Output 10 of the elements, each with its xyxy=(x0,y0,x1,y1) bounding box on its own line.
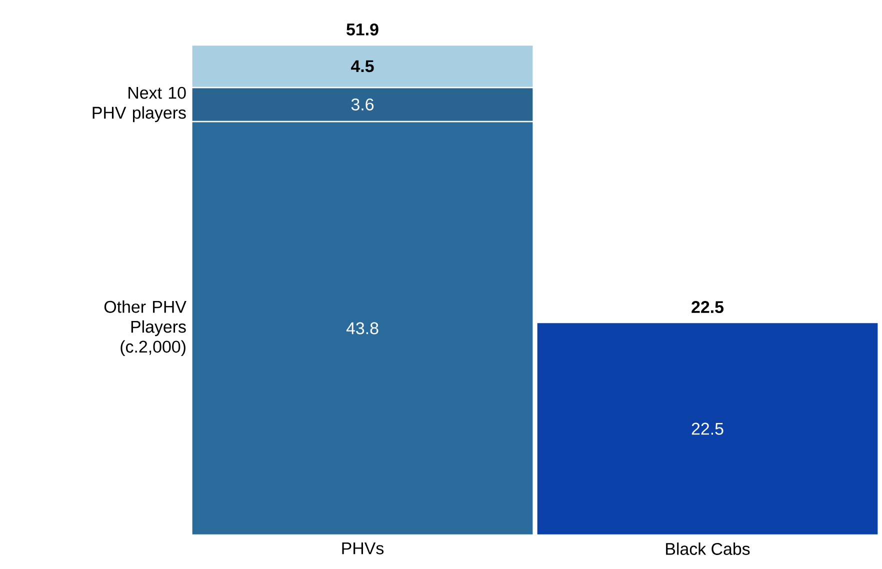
series-label: Next 10 PHV players xyxy=(92,86,186,122)
data-label: 3.6 xyxy=(351,98,374,110)
data-label: 22.5 xyxy=(692,422,724,435)
x-tick-label: Black Cabs xyxy=(666,542,750,555)
total-label: 22.5 xyxy=(692,301,724,314)
x-tick-label: PHVs xyxy=(342,542,384,554)
data-label: 4.5 xyxy=(350,60,374,72)
series-label: Other PHV Players (c.2,000) xyxy=(104,300,186,356)
data-label: 43.8 xyxy=(346,322,378,334)
total-label: 51.9 xyxy=(346,23,378,36)
